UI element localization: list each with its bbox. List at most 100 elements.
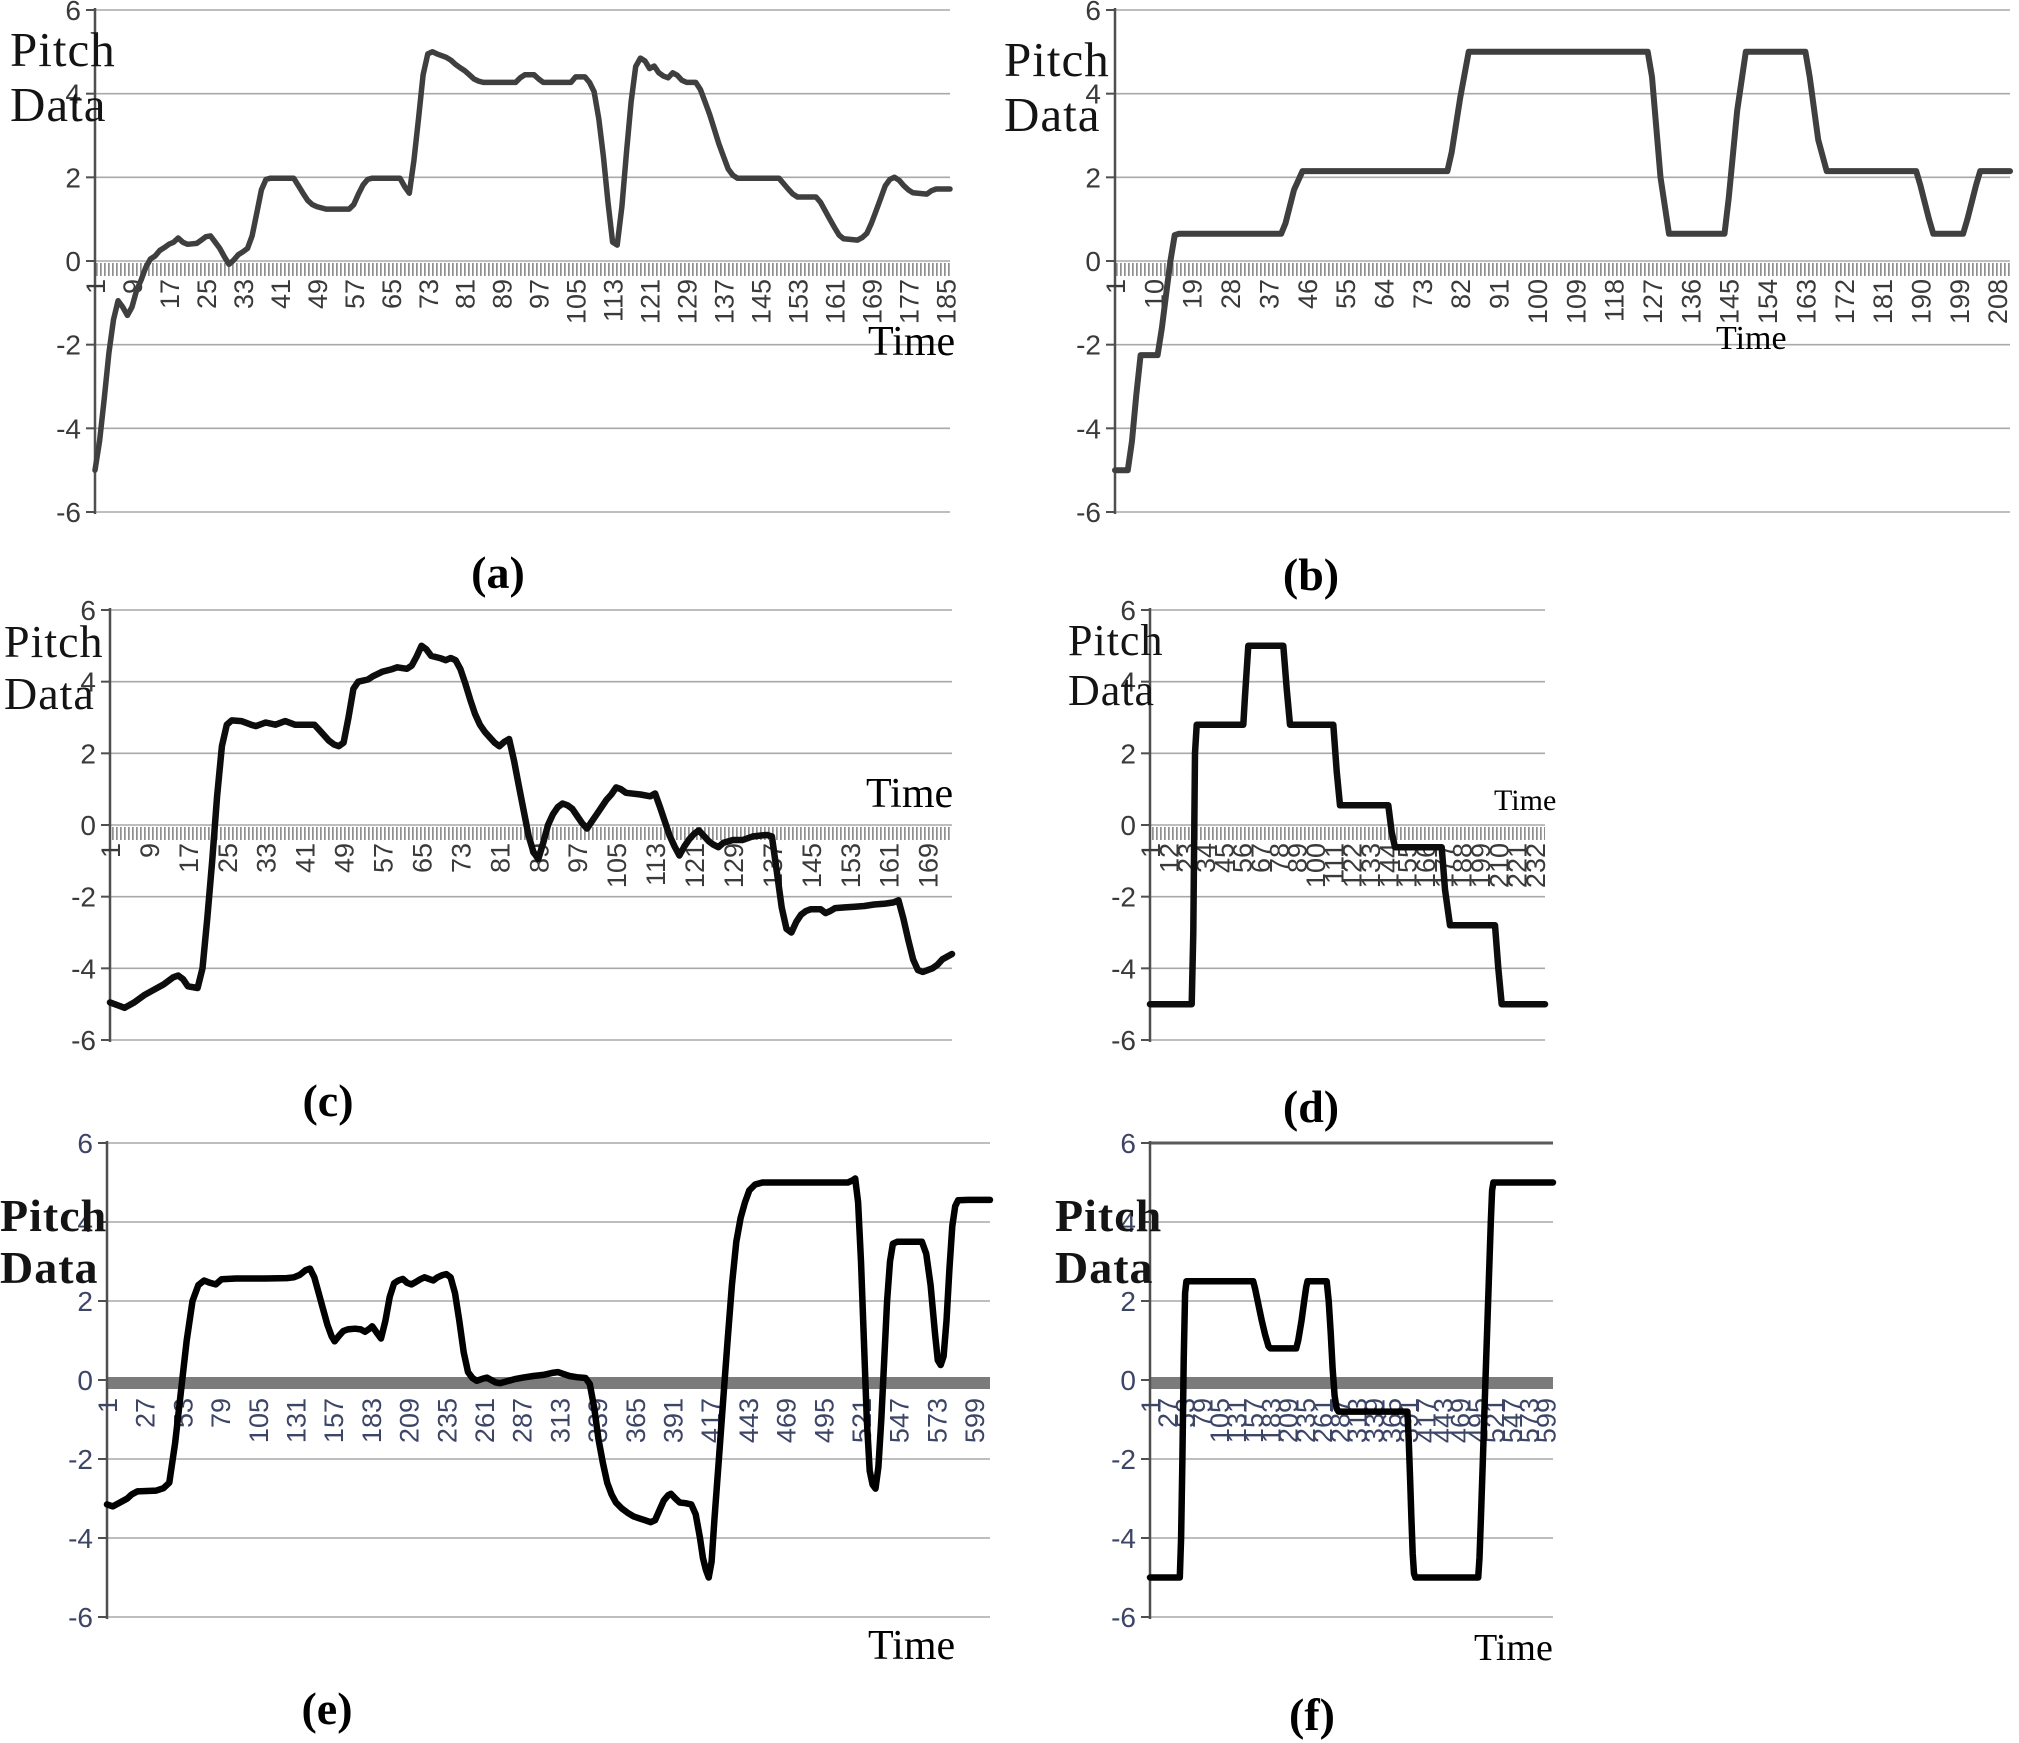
panel-e-line xyxy=(103,1175,994,1581)
x-tick-label: 57 xyxy=(369,843,399,873)
x-tick-label: 169 xyxy=(914,843,944,888)
y-tick-label: -2 xyxy=(71,882,96,913)
x-tick-label: 81 xyxy=(451,279,481,309)
zero-tick-band xyxy=(1150,827,1545,840)
x-tick-label: 49 xyxy=(330,843,360,873)
x-axis-title-f: Time xyxy=(1474,1627,1553,1669)
y-tick-label: 0 xyxy=(1120,810,1136,841)
x-tick-label: 118 xyxy=(1600,279,1630,322)
x-tick-label: 209 xyxy=(1274,1398,1304,1443)
y-axis-title-line2: Data xyxy=(0,1242,99,1293)
x-tick-label: 365 xyxy=(621,1398,651,1443)
x-tick-label: 1 xyxy=(1136,1398,1166,1413)
x-axis-title-a: Time xyxy=(868,319,956,365)
x-tick-label: 79 xyxy=(206,1398,236,1428)
y-axis-title-line1: Pitch xyxy=(4,616,104,667)
y-tick-label: 6 xyxy=(77,1128,93,1159)
x-tick-label: 495 xyxy=(1463,1398,1493,1443)
x-tick-label: 599 xyxy=(1532,1398,1562,1443)
x-tick-label: 221 xyxy=(1503,843,1533,888)
x-tick-label: 122 xyxy=(1338,843,1368,888)
y-axis-title-line1: Pitch xyxy=(1068,616,1164,665)
x-tick-label: 1 xyxy=(1136,843,1166,858)
x-tick-label: 105 xyxy=(602,843,632,888)
x-tick-label: 166 xyxy=(1411,843,1441,888)
x-tick-label: 65 xyxy=(407,843,437,873)
x-tick-label: 97 xyxy=(563,843,593,873)
x-tick-label: 183 xyxy=(1256,1398,1286,1443)
x-tick-label: 235 xyxy=(432,1398,462,1443)
x-tick-label: 169 xyxy=(857,279,887,324)
x-tick-label: 183 xyxy=(357,1398,387,1443)
y-tick-label: 0 xyxy=(80,810,96,841)
x-tick-label: 64 xyxy=(1370,279,1400,309)
zero-tick-band xyxy=(1115,263,2010,276)
y-tick-label: -6 xyxy=(56,497,81,528)
x-tick-label: 153 xyxy=(783,279,813,324)
x-tick-label: 133 xyxy=(1356,843,1386,888)
x-tick-label: 469 xyxy=(772,1398,802,1443)
x-tick-label: 261 xyxy=(470,1398,500,1443)
y-tick-label: 2 xyxy=(1120,1286,1136,1317)
x-tick-label: 129 xyxy=(673,279,703,324)
y-axis-title-line2: Data xyxy=(10,77,107,132)
x-tick-label: 145 xyxy=(797,843,827,888)
y-axis-title-d: Pitch Data xyxy=(1068,616,1163,716)
x-tick-label: 145 xyxy=(1715,279,1745,324)
x-tick-label: 45 xyxy=(1209,843,1239,873)
y-axis-title-e: Pitch Data xyxy=(0,1190,107,1294)
y-axis-title-b: Pitch Data xyxy=(1004,32,1110,142)
x-tick-label: 157 xyxy=(319,1398,349,1443)
y-tick-label: -2 xyxy=(68,1444,93,1475)
x-axis-title-c: Time xyxy=(866,771,954,817)
x-tick-label: 599 xyxy=(960,1398,990,1443)
zero-band xyxy=(107,1377,990,1389)
y-tick-label: 4 xyxy=(1120,667,1136,698)
x-tick-label: 121 xyxy=(636,279,666,324)
x-tick-label: 109 xyxy=(1561,279,1591,324)
x-tick-label: 19 xyxy=(1178,279,1208,309)
x-tick-label: 161 xyxy=(875,843,905,888)
x-tick-label: 313 xyxy=(1342,1398,1372,1443)
x-tick-label: 1 xyxy=(1101,279,1131,294)
x-tick-label: 73 xyxy=(1408,279,1438,309)
y-tick-label: -2 xyxy=(1111,1444,1136,1475)
y-tick-label: -6 xyxy=(1111,1602,1136,1633)
x-tick-label: 41 xyxy=(291,843,321,873)
x-tick-label: 67 xyxy=(1246,843,1276,873)
x-tick-label: 100 xyxy=(1301,843,1331,888)
y-tick-label: -6 xyxy=(1076,497,1101,528)
x-tick-label: 46 xyxy=(1293,279,1323,309)
y-tick-label: 6 xyxy=(80,595,96,626)
x-tick-label: 12 xyxy=(1154,843,1184,873)
x-tick-label: 57 xyxy=(340,279,370,309)
y-tick-label: -6 xyxy=(71,1025,96,1056)
x-tick-label: 89 xyxy=(1283,843,1313,873)
x-tick-label: 131 xyxy=(281,1398,311,1443)
x-tick-label: 1 xyxy=(96,843,126,858)
x-tick-label: 65 xyxy=(377,279,407,309)
panel-caption-e: (e) xyxy=(301,1683,353,1734)
x-tick-label: 136 xyxy=(1676,279,1706,324)
y-tick-label: 2 xyxy=(1120,738,1136,769)
x-tick-label: 177 xyxy=(894,279,924,324)
y-tick-label: -6 xyxy=(1111,1025,1136,1056)
x-tick-label: 469 xyxy=(1446,1398,1476,1443)
y-axis-title-line2: Data xyxy=(1055,1242,1154,1293)
x-tick-label: 105 xyxy=(562,279,592,324)
x-tick-label: 113 xyxy=(641,843,671,886)
x-tick-label: 105 xyxy=(244,1398,274,1443)
y-axis-title-c: Pitch Data xyxy=(4,616,104,720)
x-tick-label: 33 xyxy=(229,279,259,309)
panel-f-line xyxy=(1146,1179,1557,1581)
x-tick-label: 131 xyxy=(1222,1398,1252,1443)
x-tick-label: 129 xyxy=(719,843,749,888)
x-axis-title-e: Time xyxy=(868,1623,956,1669)
x-tick-label: 55 xyxy=(1331,279,1361,309)
y-axis-title-a: Pitch Data xyxy=(10,22,116,132)
panel-d-line xyxy=(1146,642,1549,1008)
x-tick-label: 417 xyxy=(1411,1398,1441,1443)
x-tick-label: 25 xyxy=(192,279,222,309)
panel-caption-f: (f) xyxy=(1289,1689,1335,1740)
